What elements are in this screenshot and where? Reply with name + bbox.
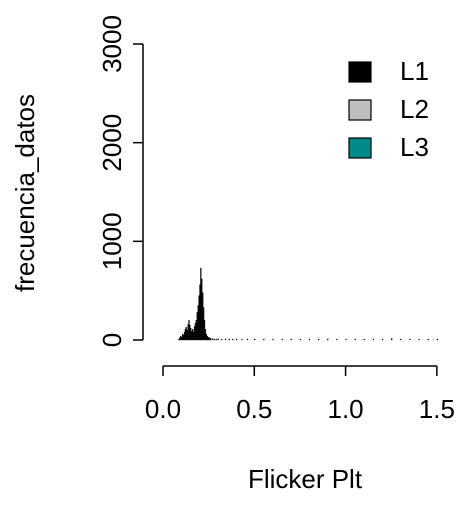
histogram-bar [336, 338, 338, 341]
x-axis-title: Flicker Plt [248, 464, 363, 494]
y-axis-title: frecuencia_datos [10, 94, 40, 292]
histogram-bar [221, 338, 223, 341]
y-axis: 0 1000 2000 3000 [97, 15, 144, 347]
histogram-bar [232, 338, 234, 341]
histogram-bar [299, 338, 302, 341]
histogram-bar [436, 338, 438, 341]
legend: L1 L2 L3 [348, 56, 429, 162]
histogram-bar [217, 338, 219, 341]
legend-label: L2 [400, 94, 429, 124]
histogram-bar [272, 338, 274, 341]
histogram-bar [308, 338, 311, 341]
histogram-bar [363, 338, 365, 341]
histogram-bar [354, 338, 356, 341]
histogram-bar [391, 338, 393, 341]
legend-label: L3 [400, 132, 429, 162]
histogram-bar [246, 338, 249, 341]
legend-swatch [348, 137, 372, 159]
histogram-bar [381, 338, 384, 341]
y-tick-label: 0 [97, 333, 127, 347]
histogram-bar [427, 338, 429, 341]
histogram-bar [254, 338, 256, 341]
legend-label: L1 [400, 56, 429, 86]
x-tick-label: 0.5 [236, 394, 272, 424]
histogram-bar [409, 338, 411, 341]
x-tick-label: 0.0 [145, 394, 181, 424]
histogram-bar [263, 338, 265, 341]
histogram-bar [372, 338, 375, 341]
histogram-bar [327, 338, 329, 341]
histogram-bar [241, 338, 243, 341]
histogram-bar [400, 338, 402, 341]
histogram-bar [290, 338, 292, 341]
legend-swatch [348, 99, 372, 121]
histogram-bar [235, 338, 238, 341]
histogram-bar [224, 338, 227, 341]
histogram-bar [318, 338, 320, 341]
histogram-bar [281, 338, 283, 341]
histogram-bar [228, 338, 230, 341]
x-tick-label: 1.5 [419, 394, 455, 424]
y-tick-label: 3000 [97, 15, 127, 73]
histogram-bars [178, 267, 438, 341]
x-axis: 0.0 0.5 1.0 1.5 [145, 365, 455, 424]
y-tick-label: 1000 [97, 212, 127, 270]
y-tick-label: 2000 [97, 114, 127, 172]
histogram-bar [345, 338, 347, 341]
histogram-bar [418, 338, 420, 341]
histogram-bar [213, 338, 216, 341]
legend-swatch [348, 61, 372, 83]
histogram-bar [210, 338, 212, 341]
histogram-bar [212, 338, 214, 341]
histogram-bar [215, 338, 218, 341]
x-tick-label: 1.0 [328, 394, 364, 424]
